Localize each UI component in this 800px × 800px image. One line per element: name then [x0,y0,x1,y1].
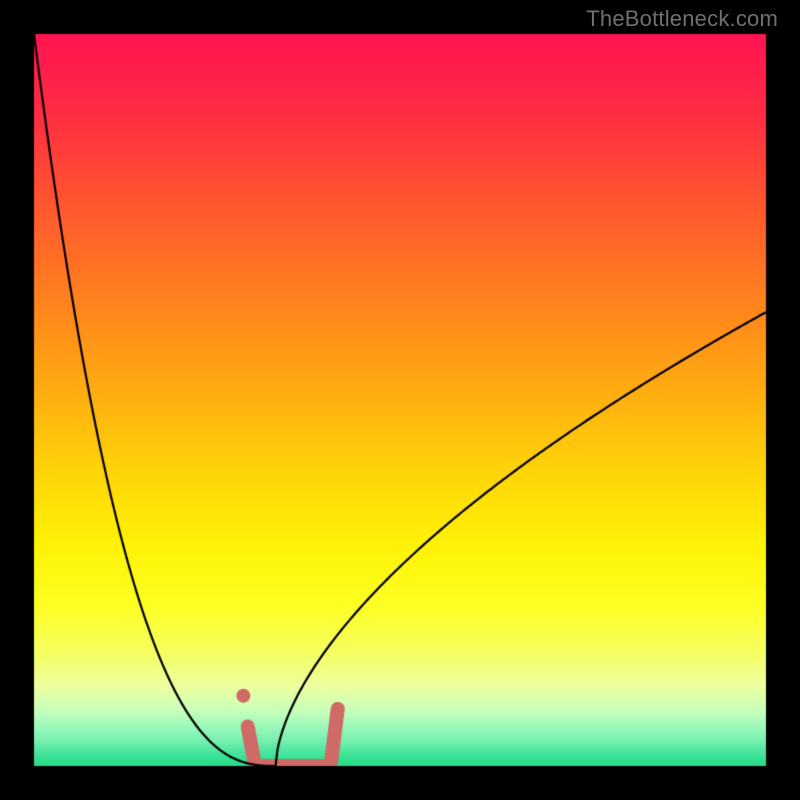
bottleneck-curve-chart [0,0,800,800]
watermark-label: TheBottleneck.com [586,6,778,32]
chart-stage: TheBottleneck.com [0,0,800,800]
